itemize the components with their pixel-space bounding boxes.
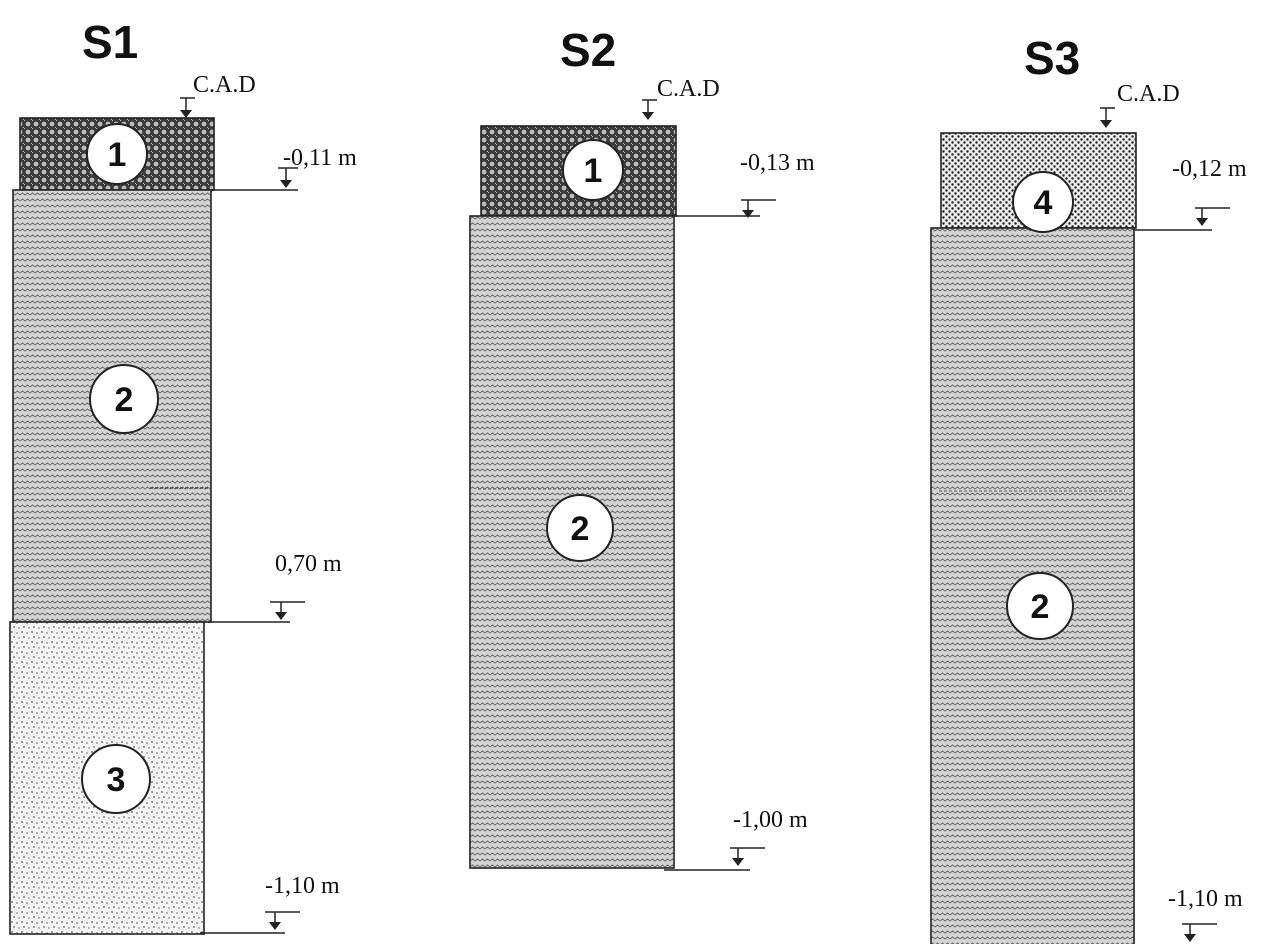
sondage-s1: S1 C.A.D -0,11 m 0,70 m -1,10 m bbox=[9, 16, 357, 935]
depth-label: -1,00 m bbox=[733, 807, 808, 833]
layer-number-badge: 1 bbox=[562, 139, 624, 201]
svg-text:2: 2 bbox=[1031, 588, 1050, 626]
depth-marker bbox=[730, 847, 765, 866]
cad-marker bbox=[1100, 107, 1115, 128]
sondage-title: S3 bbox=[1024, 32, 1080, 84]
sondage-s3: S3 C.A.D -0,12 m -1,10 m 4 2 bbox=[930, 32, 1247, 944]
svg-text:1: 1 bbox=[108, 136, 127, 174]
cad-label: C.A.D bbox=[1117, 81, 1180, 107]
layer-number-badge: 2 bbox=[1006, 572, 1074, 640]
depth-label: 0,70 m bbox=[275, 551, 342, 577]
depth-label: -0,13 m bbox=[740, 150, 815, 176]
svg-text:3: 3 bbox=[107, 761, 126, 799]
svg-text:2: 2 bbox=[115, 381, 134, 419]
depth-label: -1,10 m bbox=[1168, 886, 1243, 912]
depth-label: -0,12 m bbox=[1172, 156, 1247, 182]
layer-number-badge: 4 bbox=[1012, 171, 1074, 233]
layer-number-badge: 1 bbox=[86, 123, 148, 185]
svg-text:1: 1 bbox=[584, 152, 603, 190]
cad-label: C.A.D bbox=[193, 72, 256, 98]
layer-number-badge: 3 bbox=[81, 744, 151, 814]
sondage-s2: S2 C.A.D -0,13 m -1,00 m 1 2 bbox=[469, 24, 815, 871]
layer-number-badge: 2 bbox=[546, 494, 614, 562]
sondage-title: S1 bbox=[82, 16, 138, 68]
svg-text:4: 4 bbox=[1034, 184, 1053, 222]
svg-text:2: 2 bbox=[571, 510, 590, 548]
depth-label: -1,10 m bbox=[265, 873, 340, 899]
depth-marker bbox=[1182, 923, 1217, 942]
depth-marker bbox=[741, 199, 776, 218]
depth-label: -0,11 m bbox=[283, 145, 357, 171]
depth-marker bbox=[278, 167, 298, 188]
sondage-title: S2 bbox=[560, 24, 616, 76]
depth-marker bbox=[1195, 207, 1230, 226]
cad-marker bbox=[180, 97, 195, 118]
layer-number-badge: 2 bbox=[89, 364, 159, 434]
depth-marker bbox=[270, 601, 305, 620]
depth-marker bbox=[265, 911, 300, 930]
cad-marker bbox=[642, 99, 657, 120]
cad-label: C.A.D bbox=[657, 76, 720, 102]
